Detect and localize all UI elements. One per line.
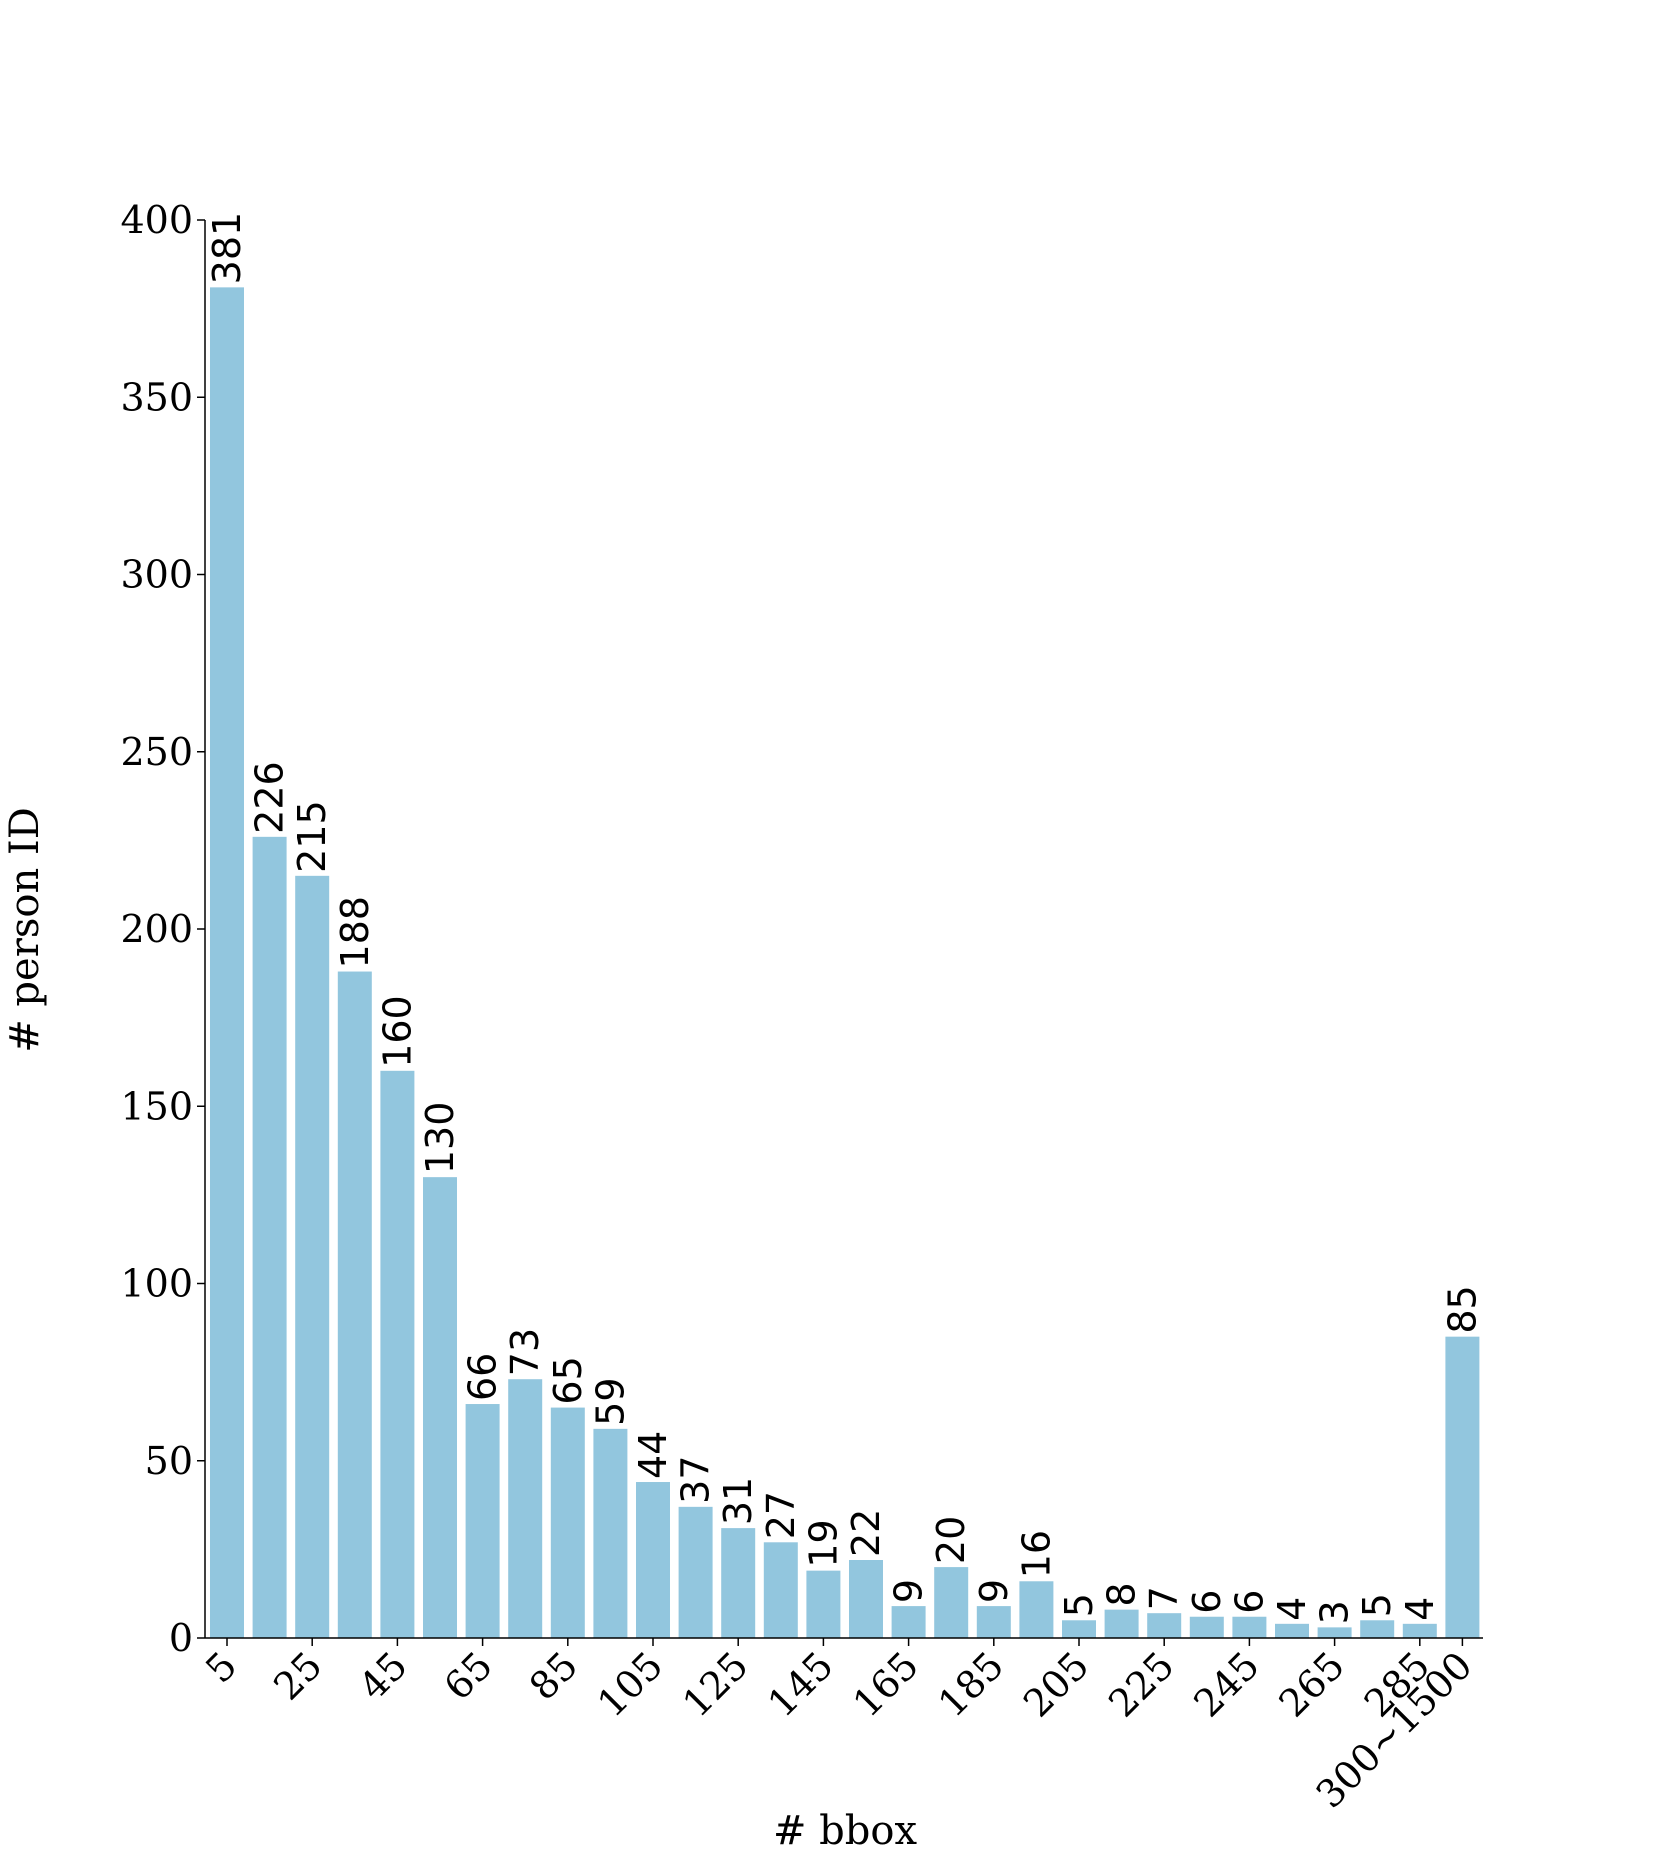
bar-value-label: 6 bbox=[1227, 1590, 1271, 1614]
bars-layer bbox=[210, 287, 1480, 1638]
bar bbox=[1275, 1623, 1309, 1638]
bar bbox=[934, 1567, 969, 1638]
x-tick-label: 205 bbox=[1015, 1643, 1097, 1725]
y-tick-label: 100 bbox=[120, 1262, 193, 1306]
x-tick-label: 5 bbox=[197, 1643, 245, 1691]
y-tick-label: 200 bbox=[120, 907, 193, 951]
bar-value-label: 3 bbox=[1313, 1600, 1357, 1624]
bar bbox=[1360, 1620, 1395, 1638]
y-ticks-layer: 0 50 100 150 200 250 300 350 400 bbox=[120, 198, 205, 1660]
bar bbox=[849, 1560, 883, 1638]
bar bbox=[508, 1379, 543, 1638]
bar-value-label: 4 bbox=[1398, 1597, 1442, 1621]
bar-value-label: 73 bbox=[503, 1328, 547, 1376]
x-tick-label: 245 bbox=[1185, 1643, 1267, 1725]
bar-value-label: 6 bbox=[1185, 1590, 1229, 1614]
x-tick-label: 125 bbox=[674, 1643, 756, 1725]
bar bbox=[1147, 1613, 1182, 1638]
bar-value-label: 66 bbox=[461, 1353, 505, 1401]
bar-value-label: 37 bbox=[674, 1455, 718, 1503]
y-tick-label: 0 bbox=[169, 1616, 193, 1660]
bar-value-label: 16 bbox=[1014, 1530, 1058, 1578]
bar bbox=[763, 1542, 798, 1638]
bar bbox=[1445, 1336, 1480, 1638]
bar bbox=[465, 1404, 500, 1638]
bar-value-label: 44 bbox=[631, 1431, 675, 1479]
y-tick-label: 400 bbox=[120, 198, 193, 242]
bar bbox=[678, 1506, 713, 1638]
x-ticks-layer: 5 25 45 65 85 105 125 145 165 185 205 225 245 265 2853… bbox=[197, 1638, 1481, 1817]
bar bbox=[1232, 1616, 1267, 1638]
bar-value-label: 31 bbox=[716, 1477, 760, 1525]
x-tick-label: 145 bbox=[759, 1643, 841, 1725]
bar bbox=[210, 287, 244, 1638]
x-tick-label: 105 bbox=[589, 1643, 671, 1725]
bar bbox=[252, 836, 287, 1638]
y-axis-title: # person ID bbox=[2, 807, 48, 1053]
bar-value-label: 8 bbox=[1100, 1582, 1144, 1606]
bar-value-label: 85 bbox=[1440, 1285, 1484, 1333]
bar-value-label: 5 bbox=[1355, 1593, 1399, 1617]
bar bbox=[721, 1528, 756, 1638]
bar bbox=[380, 1070, 415, 1638]
bar bbox=[1189, 1616, 1224, 1638]
x-tick-label: 85 bbox=[521, 1643, 586, 1708]
bar-value-label: 59 bbox=[588, 1377, 632, 1425]
y-tick-label: 250 bbox=[120, 730, 193, 774]
bar bbox=[1317, 1627, 1352, 1638]
bar bbox=[1104, 1609, 1139, 1638]
bar-value-label: 19 bbox=[801, 1519, 845, 1567]
bar bbox=[550, 1407, 585, 1638]
bar-value-label: 9 bbox=[887, 1579, 931, 1603]
y-tick-label: 300 bbox=[120, 553, 193, 597]
bar-value-label: 160 bbox=[375, 995, 419, 1068]
y-tick-label: 50 bbox=[145, 1439, 193, 1483]
y-tick-label: 350 bbox=[120, 375, 193, 419]
bar-value-label: 7 bbox=[1142, 1586, 1186, 1610]
bar-value-label: 20 bbox=[929, 1516, 973, 1564]
bar bbox=[337, 971, 372, 1638]
x-tick-label: 45 bbox=[350, 1643, 415, 1708]
bar-value-label: 4 bbox=[1270, 1597, 1314, 1621]
bar bbox=[976, 1606, 1011, 1638]
bar-value-label: 65 bbox=[546, 1356, 590, 1404]
bar bbox=[295, 875, 330, 1638]
x-tick-label: 265 bbox=[1271, 1643, 1353, 1725]
x-tick-label: 165 bbox=[845, 1643, 927, 1725]
bar bbox=[806, 1570, 841, 1638]
bar bbox=[423, 1177, 457, 1638]
bar-value-label: 27 bbox=[759, 1491, 803, 1539]
bar-value-label: 9 bbox=[972, 1579, 1016, 1603]
bar-value-label: 215 bbox=[290, 800, 334, 873]
bar bbox=[891, 1606, 926, 1638]
bar-value-label: 381 bbox=[205, 212, 249, 285]
bar-value-label: 130 bbox=[418, 1102, 462, 1175]
bar-value-label: 226 bbox=[248, 761, 292, 834]
x-tick-label: 65 bbox=[436, 1643, 501, 1708]
bar bbox=[1019, 1581, 1054, 1638]
bar bbox=[1062, 1620, 1096, 1638]
bar-value-label: 22 bbox=[844, 1509, 888, 1557]
bar-value-label: 5 bbox=[1057, 1593, 1101, 1617]
bar bbox=[636, 1482, 670, 1638]
x-axis-title: # bbox bbox=[773, 1808, 918, 1854]
y-tick-label: 150 bbox=[120, 1084, 193, 1128]
x-tick-label: 185 bbox=[930, 1643, 1012, 1725]
bar bbox=[593, 1428, 628, 1638]
data-labels-layer: 3812262151881601306673655944373127192292… bbox=[205, 212, 1484, 1625]
bar-value-label: 188 bbox=[333, 896, 377, 969]
x-tick-label: 225 bbox=[1100, 1643, 1182, 1725]
x-tick-label: 25 bbox=[265, 1643, 330, 1708]
bar bbox=[1402, 1623, 1437, 1638]
